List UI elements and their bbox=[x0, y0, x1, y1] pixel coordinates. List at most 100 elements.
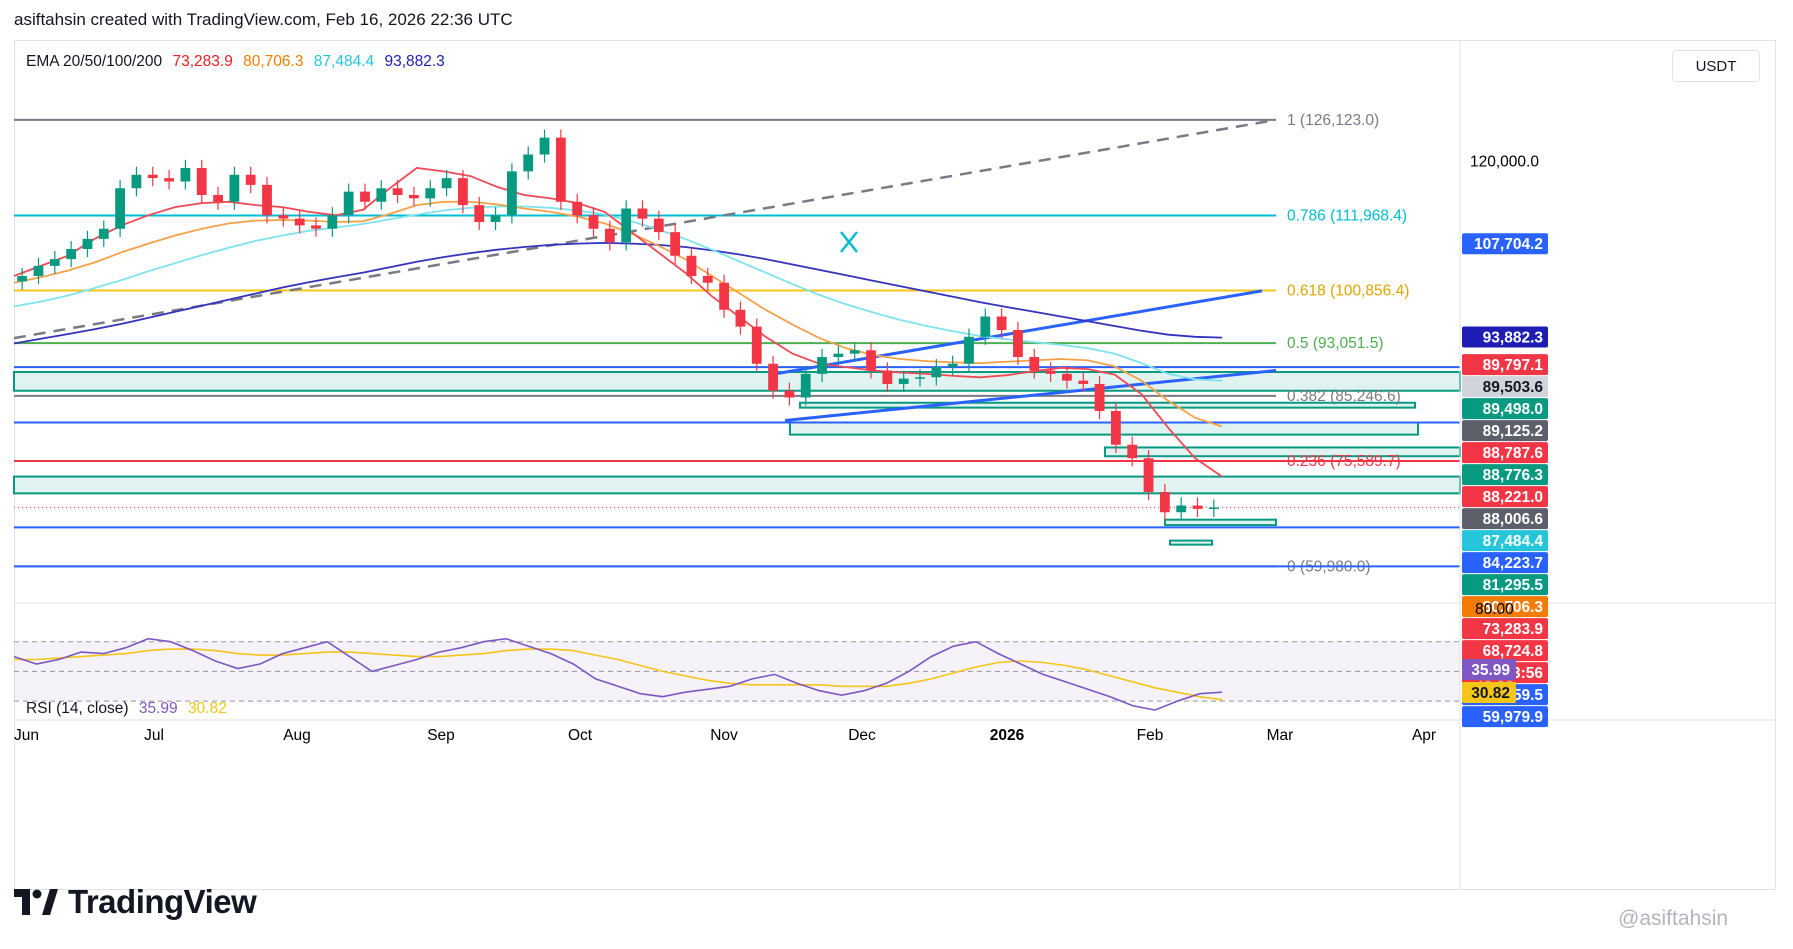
candle-body[interactable] bbox=[784, 390, 795, 398]
ema-20-line[interactable] bbox=[13, 167, 1223, 478]
candle-body[interactable] bbox=[588, 215, 599, 229]
candle-body[interactable] bbox=[1029, 357, 1040, 371]
candle-body[interactable] bbox=[980, 316, 991, 337]
candle-body[interactable] bbox=[931, 367, 942, 378]
price-tag[interactable] bbox=[1462, 508, 1548, 530]
currency-button[interactable]: USDT bbox=[1672, 50, 1760, 82]
candle-body[interactable] bbox=[1143, 458, 1154, 492]
candle-body[interactable] bbox=[115, 188, 126, 229]
rsi-tag[interactable] bbox=[1462, 682, 1516, 703]
zone-rect[interactable] bbox=[1169, 539, 1213, 546]
candle-body[interactable] bbox=[311, 225, 321, 229]
candle-body[interactable] bbox=[196, 168, 207, 195]
candle-body[interactable] bbox=[1078, 380, 1089, 384]
candle-body[interactable] bbox=[245, 174, 256, 185]
candle-body[interactable] bbox=[719, 282, 730, 310]
dashed-trendline[interactable] bbox=[13, 118, 1277, 340]
candle-body[interactable] bbox=[621, 208, 632, 243]
x-mark-icon[interactable] bbox=[840, 231, 858, 253]
candle-body[interactable] bbox=[506, 171, 517, 216]
price-tag[interactable] bbox=[1462, 640, 1548, 662]
price-tag[interactable] bbox=[1462, 420, 1548, 442]
tradingview-logo[interactable]: TradingView bbox=[14, 883, 257, 920]
rsi-line[interactable] bbox=[13, 637, 1223, 711]
candle-body[interactable] bbox=[327, 215, 338, 229]
candle-body[interactable] bbox=[1127, 444, 1138, 459]
rsi-tag[interactable] bbox=[1462, 659, 1516, 680]
candle-body[interactable] bbox=[409, 195, 419, 199]
candle-body[interactable] bbox=[637, 208, 648, 219]
price-tag[interactable] bbox=[1462, 574, 1548, 596]
candle-body[interactable] bbox=[131, 174, 142, 189]
candle-body[interactable] bbox=[964, 336, 974, 364]
candle-body[interactable] bbox=[572, 201, 583, 216]
candle-body[interactable] bbox=[278, 215, 289, 219]
candle-body[interactable] bbox=[1094, 384, 1105, 411]
candle-body[interactable] bbox=[523, 154, 534, 172]
price-tag[interactable] bbox=[1462, 706, 1548, 728]
candle-body[interactable] bbox=[49, 259, 60, 266]
candle-body[interactable] bbox=[392, 188, 403, 195]
candle-body[interactable] bbox=[539, 137, 550, 155]
price-tag[interactable] bbox=[1462, 233, 1548, 255]
candle-body[interactable] bbox=[555, 137, 566, 202]
candle-body[interactable] bbox=[376, 188, 387, 202]
candle-body[interactable] bbox=[98, 228, 109, 239]
candle-body[interactable] bbox=[702, 276, 713, 283]
candle-body[interactable] bbox=[686, 255, 697, 276]
candle-body[interactable] bbox=[1045, 370, 1056, 374]
candle-body[interactable] bbox=[425, 188, 436, 199]
price-tag[interactable] bbox=[1462, 442, 1548, 464]
candle-body[interactable] bbox=[1192, 505, 1203, 509]
candle-body[interactable] bbox=[735, 309, 746, 327]
price-tag[interactable] bbox=[1462, 552, 1548, 574]
candle-body[interactable] bbox=[66, 249, 77, 260]
candle-body[interactable] bbox=[343, 191, 354, 216]
ema-100-line[interactable] bbox=[13, 205, 1223, 382]
candle-body[interactable] bbox=[262, 184, 272, 216]
candle-body[interactable] bbox=[294, 218, 305, 226]
candle-body[interactable] bbox=[800, 373, 811, 398]
candle-body[interactable] bbox=[1159, 492, 1170, 513]
rsi-legend[interactable]: RSI (14, close) 35.99 30.82 bbox=[26, 700, 233, 718]
candle-body[interactable] bbox=[882, 370, 893, 385]
candle-body[interactable] bbox=[164, 178, 174, 182]
candle-body[interactable] bbox=[604, 228, 615, 243]
zone-rect[interactable] bbox=[789, 421, 1419, 436]
candle-body[interactable] bbox=[82, 238, 93, 249]
candle-body[interactable] bbox=[441, 178, 452, 189]
zone-rect[interactable] bbox=[1104, 446, 1461, 458]
candle-body[interactable] bbox=[768, 363, 778, 391]
price-tag[interactable] bbox=[1462, 618, 1548, 640]
candle-body[interactable] bbox=[1062, 373, 1072, 381]
candle-body[interactable] bbox=[490, 215, 501, 222]
candle-body[interactable] bbox=[458, 178, 468, 206]
candle-body[interactable] bbox=[817, 357, 827, 374]
candle-body[interactable] bbox=[474, 205, 485, 222]
candle-body[interactable] bbox=[947, 363, 958, 368]
rsi-ma-line[interactable] bbox=[14, 648, 1223, 701]
price-tag[interactable] bbox=[1462, 326, 1548, 348]
candle-body[interactable] bbox=[833, 353, 844, 357]
price-tag[interactable] bbox=[1462, 376, 1548, 398]
candle-body[interactable] bbox=[1176, 505, 1187, 513]
candle-body[interactable] bbox=[653, 218, 664, 233]
candle-body[interactable] bbox=[180, 168, 191, 182]
zone-rect[interactable] bbox=[1164, 518, 1277, 527]
price-tag[interactable] bbox=[1462, 464, 1548, 486]
candle-body[interactable] bbox=[849, 350, 860, 354]
candle-body[interactable] bbox=[915, 377, 925, 379]
price-tag[interactable] bbox=[1462, 596, 1548, 618]
candle-body[interactable] bbox=[751, 326, 762, 364]
candle-body[interactable] bbox=[147, 174, 158, 179]
candle-body[interactable] bbox=[33, 265, 44, 276]
price-tag[interactable] bbox=[1462, 530, 1548, 552]
candle-body[interactable] bbox=[898, 378, 909, 384]
ema-50-line[interactable] bbox=[13, 200, 1223, 428]
candle-body[interactable] bbox=[670, 232, 681, 256]
candle-body[interactable] bbox=[360, 191, 370, 202]
candle-body[interactable] bbox=[17, 276, 28, 282]
price-tag[interactable] bbox=[1462, 398, 1548, 420]
candle-body[interactable] bbox=[996, 316, 1007, 331]
